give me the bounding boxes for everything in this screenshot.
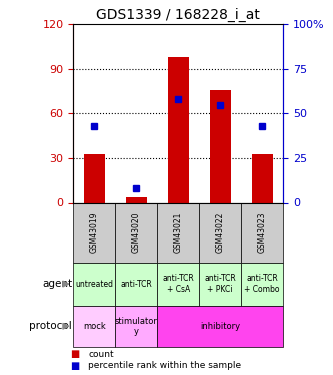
Title: GDS1339 / 168228_i_at: GDS1339 / 168228_i_at [96,8,260,22]
Bar [157,262,199,306]
Text: ■: ■ [70,350,79,359]
Text: stimulator
y: stimulator y [115,316,158,336]
Bar [157,202,199,262]
Text: GSM43020: GSM43020 [132,212,141,253]
Bar [73,262,115,306]
Bar [168,57,189,202]
Text: inhibitory: inhibitory [200,322,240,331]
Bar [115,306,157,347]
Bar [199,262,241,306]
Text: GSM43021: GSM43021 [173,212,183,253]
Text: GSM43022: GSM43022 [215,212,225,253]
Text: mock: mock [83,322,106,331]
Text: anti-TCR: anti-TCR [120,280,152,289]
Bar [241,202,283,262]
Bar [73,306,115,347]
Text: count: count [88,350,114,359]
Bar [115,262,157,306]
Bar [210,90,231,202]
Text: protocol: protocol [29,321,72,331]
Text: GSM43023: GSM43023 [257,212,267,253]
Bar [199,202,241,262]
Bar [157,306,283,347]
Text: anti-TCR
+ CsA: anti-TCR + CsA [162,274,194,294]
Text: ■: ■ [70,361,79,370]
Bar [115,202,157,262]
Text: untreated: untreated [75,280,113,289]
Text: GSM43019: GSM43019 [90,212,99,253]
Bar [241,262,283,306]
Text: anti-TCR
+ PKCi: anti-TCR + PKCi [204,274,236,294]
Text: agent: agent [42,279,72,289]
Bar [252,153,273,203]
Text: anti-TCR
+ Combo: anti-TCR + Combo [244,274,280,294]
Bar [126,196,147,202]
Text: percentile rank within the sample: percentile rank within the sample [88,361,241,370]
Bar [73,202,115,262]
Bar [84,153,105,203]
